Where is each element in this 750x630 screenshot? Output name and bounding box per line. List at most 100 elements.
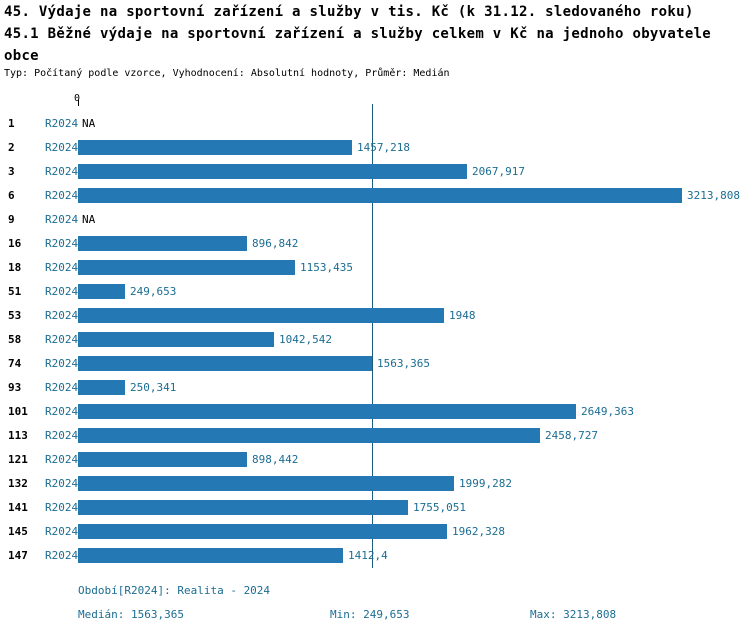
chart-row: 51 R2024 249,653 (0, 280, 750, 304)
value-bar (78, 356, 372, 371)
row-period-label: R2024 (45, 189, 79, 202)
chart-row: 18 R2024 1153,435 (0, 256, 750, 280)
row-rank-label: 6 (8, 189, 15, 202)
row-rank-label: 1 (8, 117, 15, 130)
chart-row: 9 R2024 NA (0, 208, 750, 232)
row-period-label: R2024 (45, 477, 79, 490)
value-bar (78, 548, 343, 563)
bar-value-label: 250,341 (130, 381, 177, 394)
row-period-label: R2024 (45, 525, 79, 538)
median-line (372, 104, 373, 568)
bar-value-label: 2649,363 (581, 405, 634, 418)
value-bar (78, 428, 540, 443)
value-bar (78, 500, 408, 515)
chart-row: 101 R2024 2649,363 (0, 400, 750, 424)
bar-value-label: 2067,917 (472, 165, 525, 178)
footer-median-stat: Medián: 1563,365 (78, 608, 184, 621)
bar-value-label: 1153,435 (300, 261, 353, 274)
bar-value-label: NA (82, 213, 96, 226)
row-rank-label: 51 (8, 285, 22, 298)
chart-row: 1 R2024 NA (0, 112, 750, 136)
x-axis-tick (78, 100, 79, 106)
row-period-label: R2024 (45, 117, 79, 130)
row-period-label: R2024 (45, 501, 79, 514)
bar-value-label: 2458,727 (545, 429, 598, 442)
chart-row: 121 R2024 898,442 (0, 448, 750, 472)
row-period-label: R2024 (45, 405, 79, 418)
row-period-label: R2024 (45, 333, 79, 346)
footer-min-stat: Min: 249,653 (330, 608, 410, 621)
value-bar (78, 284, 125, 299)
row-period-label: R2024 (45, 261, 79, 274)
bar-value-label: 1948 (449, 309, 476, 322)
value-bar (78, 524, 447, 539)
value-bar (78, 332, 274, 347)
bar-value-label: NA (82, 117, 96, 130)
row-rank-label: 101 (8, 405, 28, 418)
row-period-label: R2024 (45, 213, 79, 226)
chart-row: 16 R2024 896,842 (0, 232, 750, 256)
x-axis-zero-label: 0 (74, 93, 81, 104)
bar-value-label: 249,653 (130, 285, 177, 298)
row-rank-label: 9 (8, 213, 15, 226)
row-rank-label: 74 (8, 357, 22, 370)
bar-chart-rows: 1 R2024 NA 2 R2024 1457,218 3 R2024 2067,917 6 R20… (0, 112, 750, 568)
row-period-label: R2024 (45, 549, 79, 562)
chart-row: 132 R2024 1999,282 (0, 472, 750, 496)
value-bar (78, 452, 247, 467)
footer-max-stat: Max: 3213,808 (530, 608, 617, 621)
value-bar (78, 188, 682, 203)
row-rank-label: 16 (8, 237, 22, 250)
chart-row: 147 R2024 1412,4 (0, 544, 750, 568)
chart-row: 113 R2024 2458,727 (0, 424, 750, 448)
chart-subtitle: Typ: Počítaný podle vzorce, Vyhodnocení:… (4, 68, 450, 79)
row-rank-label: 141 (8, 501, 28, 514)
row-period-label: R2024 (45, 381, 79, 394)
row-period-label: R2024 (45, 429, 79, 442)
row-rank-label: 147 (8, 549, 28, 562)
row-period-label: R2024 (45, 309, 79, 322)
row-period-label: R2024 (45, 165, 79, 178)
row-rank-label: 58 (8, 333, 22, 346)
row-rank-label: 145 (8, 525, 28, 538)
value-bar (78, 236, 247, 251)
value-bar (78, 404, 576, 419)
value-bar (78, 164, 467, 179)
bar-value-label: 1755,051 (413, 501, 466, 514)
bar-value-label: 1412,4 (348, 549, 388, 562)
chart-row: 3 R2024 2067,917 (0, 160, 750, 184)
row-rank-label: 53 (8, 309, 22, 322)
bar-value-label: 1962,328 (452, 525, 505, 538)
row-period-label: R2024 (45, 453, 79, 466)
chart-title-line-2: 45.1 Běžné výdaje na sportovní zařízení … (4, 26, 712, 42)
chart-row: 6 R2024 3213,808 (0, 184, 750, 208)
row-rank-label: 113 (8, 429, 28, 442)
chart-row: 53 R2024 1948 (0, 304, 750, 328)
value-bar (78, 308, 444, 323)
row-period-label: R2024 (45, 237, 79, 250)
value-bar (78, 476, 454, 491)
bar-value-label: 1999,282 (459, 477, 512, 490)
row-rank-label: 132 (8, 477, 28, 490)
chart-title-line-3: obce (4, 48, 39, 64)
chart-row: 2 R2024 1457,218 (0, 136, 750, 160)
bar-value-label: 1042,542 (279, 333, 332, 346)
row-rank-label: 18 (8, 261, 22, 274)
row-rank-label: 2 (8, 141, 15, 154)
value-bar (78, 380, 125, 395)
row-rank-label: 121 (8, 453, 28, 466)
chart-row: 58 R2024 1042,542 (0, 328, 750, 352)
row-period-label: R2024 (45, 357, 79, 370)
chart-title-line-1: 45. Výdaje na sportovní zařízení a služb… (4, 4, 694, 20)
chart-row: 74 R2024 1563,365 (0, 352, 750, 376)
row-period-label: R2024 (45, 285, 79, 298)
row-rank-label: 3 (8, 165, 15, 178)
bar-value-label: 1563,365 (377, 357, 430, 370)
row-rank-label: 93 (8, 381, 22, 394)
row-period-label: R2024 (45, 141, 79, 154)
chart-row: 93 R2024 250,341 (0, 376, 750, 400)
chart-row: 141 R2024 1755,051 (0, 496, 750, 520)
value-bar (78, 260, 295, 275)
bar-value-label: 896,842 (252, 237, 299, 250)
